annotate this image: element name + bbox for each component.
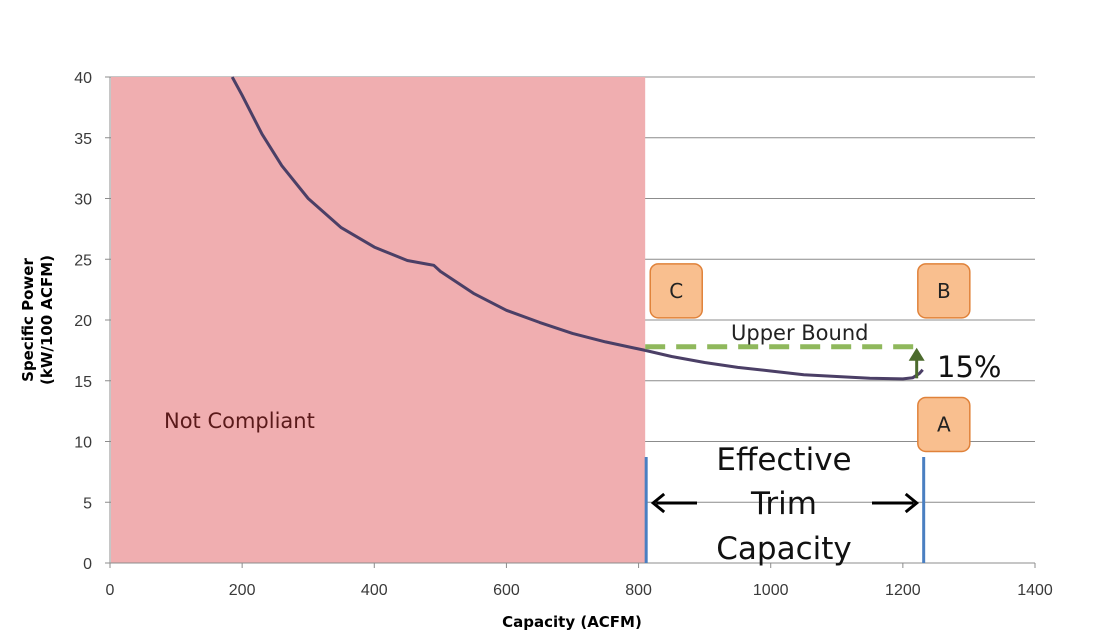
y-axis-title-line2: (kW/100 ACFM) xyxy=(38,255,56,385)
not-compliant-region xyxy=(111,77,646,563)
x-tick-label-1400: 1400 xyxy=(1017,582,1053,599)
marker-box-b xyxy=(917,263,971,319)
marker-box-a xyxy=(917,396,971,453)
x-tick-label-600: 600 xyxy=(493,582,520,599)
marker-label-a: A xyxy=(937,412,951,436)
y-tick-label-30: 30 xyxy=(74,192,92,209)
specific-power-curve xyxy=(230,76,924,381)
not-compliant-label: Not Compliant xyxy=(164,409,315,433)
y-tick-label-10: 10 xyxy=(74,435,92,452)
increase-arrow xyxy=(908,347,925,379)
x-tick-label-200: 200 xyxy=(229,582,256,599)
marker-a: A xyxy=(917,396,971,453)
effective-trim-label-line1: Effective xyxy=(716,442,851,478)
trim-left-arrow-head xyxy=(650,492,666,514)
marker-box-c xyxy=(649,263,703,319)
x-tick-label-400: 400 xyxy=(361,582,388,599)
increase-percent-label: 15% xyxy=(937,350,1001,384)
trim-arrows xyxy=(650,492,920,514)
axes xyxy=(105,76,1036,568)
effective-trim-label-line2: Trim xyxy=(750,486,817,522)
y-tick-label-5: 5 xyxy=(83,495,92,512)
y-tick-label-20: 20 xyxy=(74,313,92,330)
y-tick-label-25: 25 xyxy=(74,252,92,269)
marker-label-b: B xyxy=(937,279,951,303)
x-tick-label-0: 0 xyxy=(106,582,115,599)
y-axis-title: Specific Power (kW/100 ACFM) xyxy=(19,255,56,385)
y-tick-label-35: 35 xyxy=(74,131,92,148)
x-axis-title: Capacity (ACFM) xyxy=(502,613,642,631)
upper-bound-label: Upper Bound xyxy=(731,321,868,345)
y-axis-title-line1: Specific Power xyxy=(19,258,37,382)
y-tick-label-15: 15 xyxy=(74,374,92,391)
x-tick-label-1200: 1200 xyxy=(885,582,921,599)
increase-arrow-head xyxy=(908,347,925,361)
point-markers: C B A xyxy=(649,263,971,453)
trim-right-arrow-head xyxy=(904,492,920,514)
x-tick-label-1000: 1000 xyxy=(753,582,789,599)
y-tick-label-40: 40 xyxy=(74,70,92,87)
marker-b: B xyxy=(917,263,971,319)
x-tick-label-800: 800 xyxy=(625,582,652,599)
y-tick-label-0: 0 xyxy=(83,556,92,573)
effective-trim-label-line3: Capacity xyxy=(716,531,851,567)
marker-c: C xyxy=(649,263,703,319)
marker-label-c: C xyxy=(669,279,683,303)
